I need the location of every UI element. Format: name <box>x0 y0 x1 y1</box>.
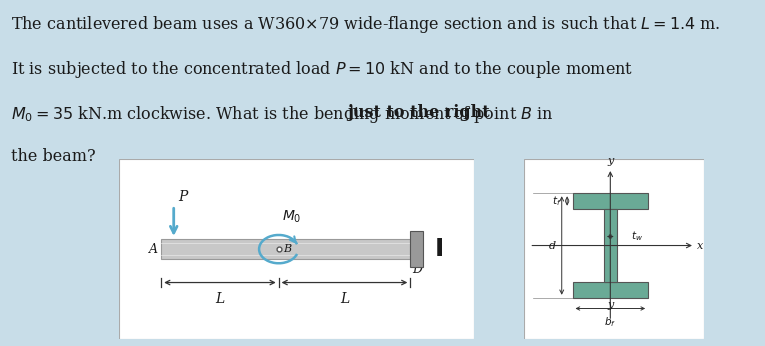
Text: The cantilevered beam uses a W360$\times$79 wide-flange section and is such that: The cantilevered beam uses a W360$\times… <box>11 15 721 35</box>
Text: d: d <box>549 240 556 251</box>
Text: the beam?: the beam? <box>11 148 96 165</box>
Bar <box>161 239 410 260</box>
Text: B: B <box>283 244 291 254</box>
Bar <box>410 231 423 267</box>
Text: x: x <box>697 240 703 251</box>
Text: L: L <box>215 292 225 306</box>
Text: It is subjected to the concentrated load $P = 10$ kN and to the couple moment: It is subjected to the concentrated load… <box>11 59 633 80</box>
Bar <box>572 282 648 298</box>
Text: just to the right: just to the right <box>347 104 490 121</box>
Text: D: D <box>412 263 422 276</box>
Text: P: P <box>178 190 187 204</box>
Text: y: y <box>607 156 614 166</box>
Text: of point $B$ in: of point $B$ in <box>448 104 553 125</box>
Text: L: L <box>340 292 349 306</box>
Text: $b_f$: $b_f$ <box>604 316 617 329</box>
Text: A: A <box>148 243 158 256</box>
Text: $t_f$: $t_f$ <box>552 194 562 208</box>
Text: $M_0$: $M_0$ <box>282 208 301 225</box>
Text: y: y <box>607 300 614 310</box>
Text: $\mathbf{I}$: $\mathbf{I}$ <box>435 237 443 261</box>
Bar <box>572 193 648 209</box>
Text: $M_0 = 35$ kN.m clockwise. What is the bending moment: $M_0 = 35$ kN.m clockwise. What is the b… <box>11 104 453 125</box>
Text: $t_w$: $t_w$ <box>631 230 643 244</box>
Bar <box>604 209 617 282</box>
